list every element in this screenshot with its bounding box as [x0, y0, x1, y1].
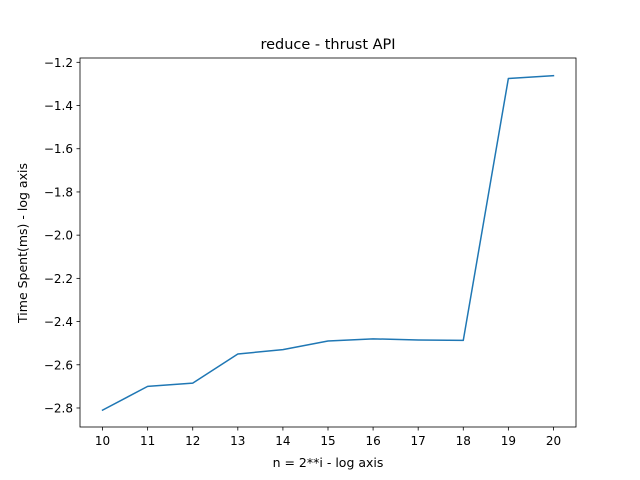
y-axis-label: Time Spent(ms) - log axis: [15, 163, 30, 324]
x-tick-label: 16: [365, 434, 380, 448]
y-tick-label: −1.4: [44, 99, 73, 113]
x-tick-label: 17: [411, 434, 426, 448]
y-tick-label: −1.6: [44, 142, 73, 156]
x-tick-label: 15: [320, 434, 335, 448]
x-tick-label: 14: [275, 434, 290, 448]
x-axis-label: n = 2**i - log axis: [273, 455, 384, 470]
y-tick-label: −2.4: [44, 315, 73, 329]
x-tick-label: 11: [140, 434, 155, 448]
y-tick-label: −2.0: [44, 229, 73, 243]
y-tick-label: −2.8: [44, 401, 73, 415]
x-tick-label: 13: [230, 434, 245, 448]
y-tick-label: −2.6: [44, 358, 73, 372]
series-line-0: [101, 74, 555, 412]
x-tick-label: 18: [456, 434, 471, 448]
x-tick-label: 19: [501, 434, 516, 448]
y-tick-label: −2.2: [44, 272, 73, 286]
plot-area: 10 11 12 13 14 15 16 17 18 19 20 −2.8 −2.6 −2.4 −2.2 −2…: [44, 56, 577, 448]
chart-title: reduce - thrust API: [260, 37, 395, 53]
x-tick-label: 10: [95, 434, 110, 448]
y-tick-label: −1.2: [44, 56, 73, 70]
x-tick-label: 12: [185, 434, 200, 448]
x-tick-label: 20: [546, 434, 561, 448]
y-tick-label: −1.8: [44, 185, 73, 199]
